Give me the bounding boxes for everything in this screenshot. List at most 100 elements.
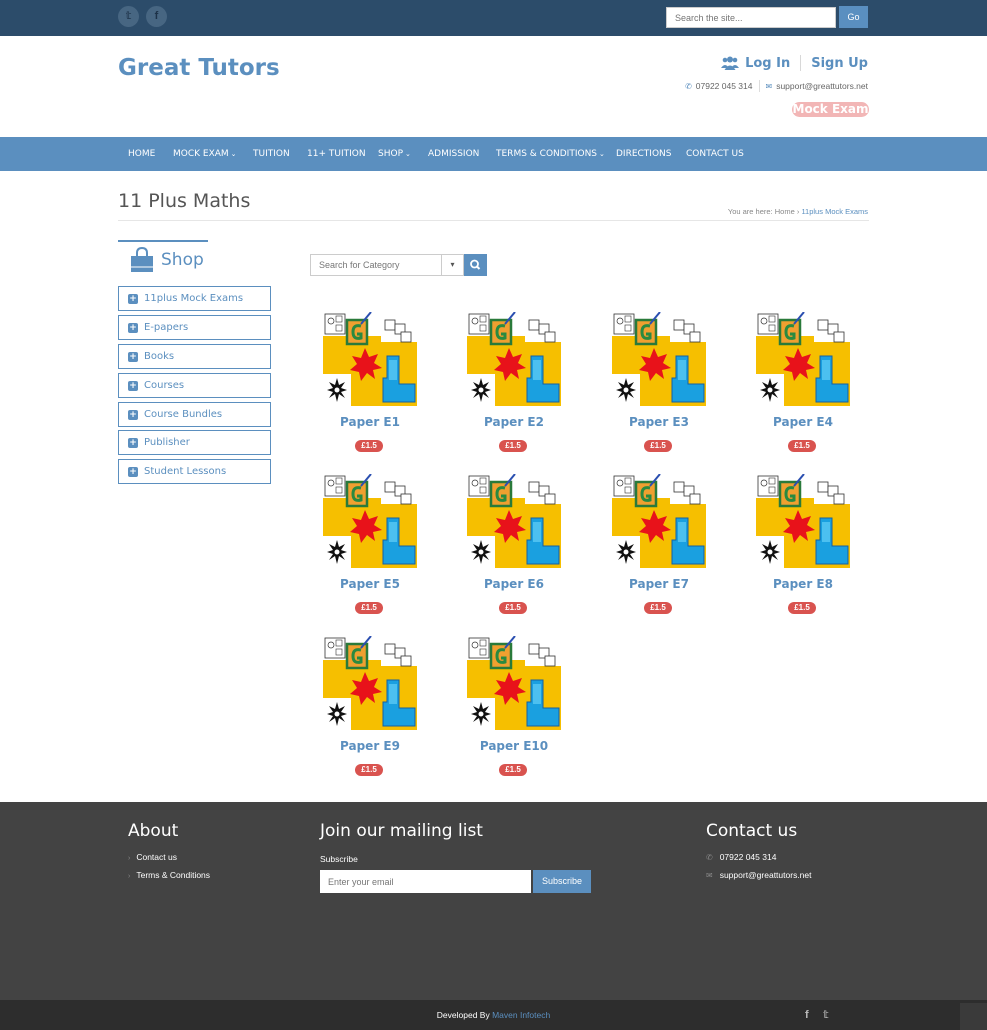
chevron-down-icon: ⌄ <box>230 150 237 158</box>
chevron-right-icon: › <box>128 855 131 862</box>
nav-home[interactable]: HOME <box>128 149 156 159</box>
product-thumbnail[interactable] <box>467 474 561 568</box>
plus-square-icon: + <box>128 380 138 391</box>
footer-contact-title: Contact us <box>706 821 798 841</box>
divider <box>800 55 802 71</box>
developer-link[interactable]: Maven Infotech <box>492 1010 551 1020</box>
category-dropdown-toggle[interactable]: ▾ <box>442 254 464 276</box>
product-name[interactable]: Paper E2 <box>484 415 544 429</box>
breadcrumb-separator: › <box>796 207 800 216</box>
chevron-right-icon: › <box>128 873 131 880</box>
nav-mock-exam[interactable]: MOCK EXAM ⌄ <box>173 149 237 159</box>
category-books[interactable]: + Books <box>118 344 271 369</box>
bottom-bar: Developed By Maven Infotech f 𝕥 <box>0 1000 987 1030</box>
product-name[interactable]: Paper E8 <box>773 577 833 591</box>
breadcrumb-home[interactable]: Home <box>774 207 795 216</box>
footer-email[interactable]: ✉ support@greattutors.net <box>706 870 812 880</box>
footer-link-terms[interactable]: › Terms & Conditions <box>128 870 211 880</box>
developer-credit: Developed By Maven Infotech <box>436 1010 551 1020</box>
product-thumbnail[interactable] <box>467 312 561 406</box>
site-search-input[interactable] <box>666 7 836 28</box>
nav-11-plus-tuition[interactable]: 11+ TUITION <box>307 149 366 159</box>
plus-square-icon: + <box>128 466 138 477</box>
twitter-icon[interactable]: 𝕥 <box>118 6 139 27</box>
price-badge: £1.5 <box>499 440 527 452</box>
product-thumbnail[interactable] <box>612 474 706 568</box>
page-title: 11 Plus Maths <box>118 190 251 212</box>
auth-links: Log In Sign Up <box>721 55 868 71</box>
divider <box>758 80 760 92</box>
scroll-to-top-button[interactable] <box>960 1003 987 1030</box>
category-search-button[interactable] <box>464 254 487 276</box>
price-badge: £1.5 <box>355 440 383 452</box>
category-search-input[interactable]: Search for Category <box>310 254 442 276</box>
header-contact: ✆ 07922 045 314 ✉ support@greattutors.ne… <box>685 80 868 92</box>
login-link[interactable]: Log In <box>745 55 791 71</box>
breadcrumb: You are here: Home › 11plus Mock Exams <box>728 207 868 216</box>
mock-exam-badge[interactable]: Mock Exam <box>792 102 869 117</box>
nav-terms[interactable]: TERMS & CONDITIONS ⌄ <box>496 149 605 159</box>
product-name[interactable]: Paper E10 <box>479 739 549 753</box>
envelope-icon: ✉ <box>765 81 773 91</box>
product-name[interactable]: Paper E9 <box>340 739 400 753</box>
category-publisher[interactable]: + Publisher <box>118 430 271 455</box>
phone-icon: ✆ <box>706 853 713 862</box>
breadcrumb-prefix: You are here: <box>727 207 773 216</box>
subscribe-button[interactable]: Subscribe <box>533 870 591 893</box>
product-thumbnail[interactable] <box>323 636 417 730</box>
envelope-icon: ✉ <box>706 871 713 880</box>
nav-directions[interactable]: DIRECTIONS <box>616 149 672 159</box>
price-badge: £1.5 <box>788 440 816 452</box>
product-name[interactable]: Paper E5 <box>340 577 400 591</box>
plus-square-icon: + <box>128 322 138 333</box>
site-search-button[interactable]: Go <box>839 6 868 28</box>
price-badge: £1.5 <box>788 602 816 614</box>
category-course-bundles[interactable]: + Course Bundles <box>118 402 271 427</box>
email-field[interactable] <box>320 870 531 893</box>
category-student-lessons[interactable]: + Student Lessons <box>118 459 271 484</box>
nav-contact-us[interactable]: CONTACT US <box>686 149 744 159</box>
chevron-down-icon: ⌄ <box>405 150 411 158</box>
category-11plus-mock-exams[interactable]: +11plus Mock Exams <box>118 286 271 311</box>
phone-icon: ✆ <box>685 81 692 91</box>
product-thumbnail[interactable] <box>467 636 561 730</box>
footer-about-title: About <box>128 821 179 841</box>
twitter-icon[interactable]: 𝕥 <box>823 1009 829 1021</box>
caret-down-icon: ▾ <box>450 260 455 269</box>
nav-admission[interactable]: ADMISSION <box>428 149 480 159</box>
users-icon <box>721 56 740 70</box>
price-badge: £1.5 <box>355 602 383 614</box>
plus-square-icon: + <box>128 409 138 420</box>
category-courses[interactable]: + Courses <box>118 373 271 398</box>
price-badge: £1.5 <box>644 440 672 452</box>
header-email[interactable]: support@greattutors.net <box>776 81 868 91</box>
product-name[interactable]: Paper E7 <box>629 577 689 591</box>
site-logo[interactable]: Great Tutors <box>118 55 280 81</box>
plus-square-icon: + <box>128 293 138 304</box>
category-e-papers[interactable]: + E-papers <box>118 315 271 340</box>
product-name[interactable]: Paper E6 <box>484 577 544 591</box>
product-thumbnail[interactable] <box>756 312 850 406</box>
shop-heading: Shop <box>128 246 204 274</box>
product-thumbnail[interactable] <box>756 474 850 568</box>
product-thumbnail[interactable] <box>612 312 706 406</box>
product-name[interactable]: Paper E3 <box>629 415 689 429</box>
footer-link-contact[interactable]: › Contact us <box>128 852 177 862</box>
product-name[interactable]: Paper E4 <box>773 415 833 429</box>
product-name[interactable]: Paper E1 <box>340 415 400 429</box>
signup-link[interactable]: Sign Up <box>811 55 868 71</box>
price-badge: £1.5 <box>644 602 672 614</box>
top-bar: 𝕥 f Go <box>0 0 987 36</box>
plus-square-icon: + <box>128 351 138 362</box>
nav-tuition[interactable]: TUITION <box>253 149 290 159</box>
shop-heading-rule <box>118 240 208 242</box>
product-thumbnail[interactable] <box>323 474 417 568</box>
facebook-icon[interactable]: f <box>805 1009 809 1021</box>
search-icon <box>470 259 481 270</box>
breadcrumb-current[interactable]: 11plus Mock Exams <box>801 207 868 216</box>
chevron-down-icon: ⌄ <box>599 150 605 158</box>
nav-shop[interactable]: SHOP ⌄ <box>378 149 411 159</box>
header-phone: 07922 045 314 <box>695 81 753 91</box>
product-thumbnail[interactable] <box>323 312 417 406</box>
facebook-icon[interactable]: f <box>146 6 167 27</box>
